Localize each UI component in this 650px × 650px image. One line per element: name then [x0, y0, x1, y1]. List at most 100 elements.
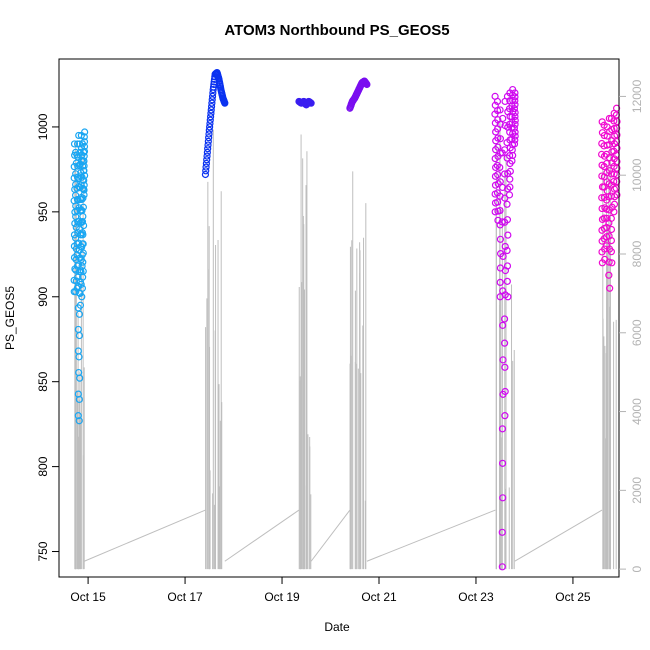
data-point [75, 218, 83, 226]
data-point [500, 339, 509, 347]
data-point [78, 218, 87, 226]
data-point [79, 221, 88, 230]
data-point [205, 126, 213, 134]
data-point [608, 159, 616, 167]
data-point [79, 231, 87, 239]
data-point [80, 138, 89, 146]
data-point [603, 187, 611, 195]
data-point [80, 167, 88, 175]
data-point [80, 181, 88, 189]
data-points [70, 68, 621, 571]
altitude-connector [514, 509, 603, 562]
data-point [613, 177, 621, 186]
data-point [498, 563, 506, 571]
y2-tick-label: 2000 [630, 477, 644, 504]
data-point [511, 101, 519, 109]
y-tick-label: 950 [36, 202, 50, 222]
chart-title: ATOM3 Northbound PS_GEOS5 [224, 22, 449, 39]
data-point [498, 425, 507, 433]
data-point [496, 235, 505, 243]
data-point [80, 186, 88, 194]
data-point [511, 112, 519, 121]
data-point [209, 83, 218, 91]
y-tick-label: 1000 [36, 113, 50, 140]
data-point [203, 156, 211, 164]
data-point [499, 321, 507, 329]
data-point [496, 278, 504, 286]
data-point [208, 96, 216, 104]
data-point [610, 208, 618, 216]
data-point [206, 119, 214, 128]
data-point [307, 99, 315, 107]
y2-tick-label: 4000 [630, 398, 644, 425]
data-point [504, 293, 512, 301]
data-point [70, 140, 79, 148]
data-point [74, 412, 82, 420]
x-axis-label: Date [324, 620, 350, 634]
data-point [608, 259, 616, 267]
data-point [511, 132, 519, 140]
data-point [600, 131, 608, 140]
data-point [205, 134, 213, 142]
data-point [203, 148, 211, 157]
data-point [503, 246, 511, 255]
data-point [605, 140, 614, 149]
altitude-connector [310, 509, 351, 562]
data-point [78, 293, 86, 301]
data-point [80, 162, 88, 170]
data-point [610, 200, 619, 208]
data-point [600, 152, 609, 160]
plot-frame [58, 58, 620, 578]
series-oct19 [295, 97, 315, 109]
data-point [79, 258, 87, 266]
data-point [494, 171, 502, 179]
data-point [75, 353, 83, 361]
data-point [501, 412, 509, 420]
x-tick-label: Oct 23 [458, 590, 494, 604]
data-point [503, 277, 511, 285]
data-point [77, 280, 85, 288]
data-point [207, 102, 216, 111]
data-point [605, 271, 613, 279]
data-point [499, 252, 507, 261]
data-point [79, 194, 87, 202]
data-point [607, 236, 616, 245]
axes: Oct 15 Oct 17 Oct 19 Oct 21 Oct 23 Oct 25 750 8… [36, 58, 644, 604]
data-point [610, 117, 618, 125]
data-point [80, 133, 88, 141]
y2-tick-label: 8000 [630, 240, 644, 267]
data-point [510, 124, 518, 132]
data-point [76, 374, 84, 382]
series-oct17 [201, 68, 229, 179]
data-point [499, 356, 507, 364]
y-tick-label: 850 [36, 371, 50, 391]
data-point [501, 387, 509, 396]
y-tick-label: 800 [36, 456, 50, 476]
y-tick-label: 900 [36, 286, 50, 306]
data-point [506, 175, 514, 183]
data-point [208, 92, 217, 100]
data-point [207, 106, 215, 114]
altitude-connector [366, 509, 496, 562]
data-point [511, 93, 519, 101]
x-tick-label: Oct 19 [264, 590, 300, 604]
data-point [496, 135, 505, 143]
altitude-connector [224, 509, 300, 562]
data-point [79, 267, 87, 275]
x-tick-label: Oct 17 [167, 590, 203, 604]
data-point [612, 137, 621, 146]
data-point [613, 117, 621, 126]
data-point [494, 143, 502, 151]
data-point [503, 216, 512, 224]
data-point [613, 164, 621, 172]
y2-tick-label: 12000 [630, 79, 644, 113]
data-point [501, 170, 509, 178]
data-point [606, 284, 614, 292]
data-point [205, 130, 213, 138]
data-point [70, 174, 78, 182]
data-point [510, 140, 519, 148]
data-point [75, 331, 84, 340]
data-point [496, 163, 504, 172]
data-point [80, 157, 88, 165]
